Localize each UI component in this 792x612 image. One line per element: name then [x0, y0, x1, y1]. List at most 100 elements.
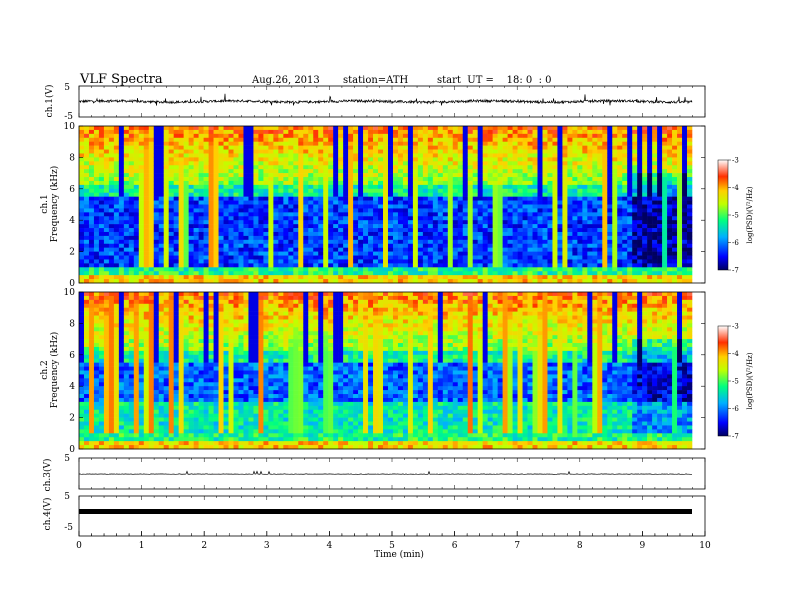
spectrogram-cell: [178, 228, 184, 233]
spectrogram-cell: [597, 255, 603, 260]
spectrogram-cell: [512, 169, 518, 174]
spectrogram-cell: [437, 173, 444, 178]
spectrogram-cell: [602, 279, 608, 284]
spectrogram-cell: [457, 188, 464, 194]
spectrogram-cell: [642, 196, 648, 201]
spectrogram-cell: [472, 173, 478, 178]
spectrogram-cell: [587, 231, 593, 237]
spectrogram-cell: [527, 267, 533, 272]
spectrogram-cell: [143, 161, 150, 166]
spectrogram-cell: [392, 196, 399, 201]
spectrogram-cell: [442, 204, 449, 209]
spectrogram-cell: [417, 177, 424, 182]
spectrogram-cell: [168, 228, 174, 233]
spectrogram-cell: [203, 263, 209, 268]
spectrogram-cell: [278, 243, 284, 248]
spectrogram-cell: [108, 243, 115, 248]
spectrogram-cell: [582, 177, 588, 182]
spectrogram-cell: [447, 145, 454, 150]
spectrogram-cell: [168, 231, 174, 237]
spectrogram-cell: [253, 126, 259, 131]
spectrogram-cell: [547, 196, 553, 201]
spectrogram-cell: [343, 180, 349, 186]
spectrogram-cell: [343, 133, 349, 139]
spectrogram-cell: [577, 267, 583, 272]
spectrogram-cell: [288, 255, 294, 260]
spectrogram-cell: [303, 133, 309, 139]
spectrogram-cell: [318, 251, 324, 256]
spectrogram-cell: [462, 212, 469, 217]
spectrogram-cell: [333, 255, 339, 260]
spectrogram-cell: [532, 275, 538, 280]
spectrogram-cell: [123, 243, 130, 248]
spectrogram-cell: [268, 231, 274, 237]
spectrogram-cell: [258, 243, 264, 248]
spectrogram-cell: [557, 228, 563, 233]
spectrogram-cell: [178, 267, 184, 272]
spectrogram-cell: [248, 141, 254, 146]
spectrogram-cell: [313, 200, 319, 205]
spectrogram-cell: [228, 279, 234, 284]
spectrogram-cell: [188, 263, 194, 268]
spectrogram-cell: [582, 243, 588, 248]
spectrogram-cell: [577, 196, 583, 201]
spectrogram-cell: [233, 200, 239, 205]
spectrogram-cell: [642, 231, 648, 237]
spectrogram-cell: [243, 173, 249, 178]
spectrogram-cell: [243, 196, 249, 201]
spectrogram-cell: [358, 239, 364, 245]
spectrogram-cell: [263, 216, 269, 221]
spectrogram-cell: [392, 177, 399, 182]
spectrogram-cell: [677, 153, 683, 158]
spectrogram-cell: [83, 173, 90, 178]
spectrogram-cell: [93, 180, 100, 186]
spectrogram-cell: [228, 267, 234, 272]
spectrogram-cell: [402, 200, 409, 205]
spectrogram-cell: [238, 184, 244, 190]
spectrogram-cell: [318, 243, 324, 248]
spectrogram-cell: [607, 141, 613, 146]
spectrogram-cell: [642, 228, 648, 233]
spectrogram-cell: [647, 177, 653, 182]
spectrogram-cell: [407, 173, 414, 178]
spectrogram-cell: [93, 188, 100, 194]
spectrogram-cell: [587, 247, 593, 252]
spectrogram-cell: [517, 157, 523, 162]
spectrogram-cell: [328, 255, 334, 260]
spectrogram-cell: [507, 196, 513, 201]
spectrogram-cell: [487, 231, 493, 237]
spectrogram-cell: [597, 204, 603, 209]
spectrogram-cell: [527, 235, 533, 241]
ch1-spectrogram-heatmap: [79, 126, 693, 284]
spectrogram-cell: [98, 141, 105, 146]
spectrogram-cell: [577, 212, 583, 217]
spectrogram-cell: [602, 196, 608, 201]
spectrogram-cell: [128, 251, 135, 256]
spectrogram-cell: [672, 184, 678, 190]
spectrogram-cell: [547, 239, 553, 245]
spectrogram-cell: [517, 255, 523, 260]
spectrogram-cell: [607, 231, 613, 237]
spectrogram-cell: [308, 161, 314, 166]
spectrogram-cell: [477, 220, 483, 225]
spectrogram-cell: [442, 220, 449, 225]
spectrogram-cell: [208, 239, 214, 245]
spectrogram-cell: [612, 239, 618, 245]
spectrogram-cell: [412, 204, 419, 209]
spectrogram-cell: [402, 126, 409, 131]
spectrogram-cell: [338, 267, 344, 272]
spectrogram-cell: [98, 279, 105, 284]
spectrogram-cell: [93, 220, 100, 225]
spectrogram-cell: [313, 247, 319, 252]
spectrogram-cell: [123, 169, 130, 174]
spectrogram-cell: [547, 180, 553, 186]
spectrogram-cell: [198, 161, 204, 166]
spectrogram-cell: [487, 180, 493, 186]
spectrogram-cell: [98, 188, 105, 194]
spectrogram-cell: [323, 231, 329, 237]
spectrogram-cell: [587, 192, 593, 197]
spectrogram-cell: [507, 157, 513, 162]
spectrogram-cell: [273, 228, 279, 233]
spectrogram-cell: [567, 141, 573, 146]
spectrogram-cell: [228, 184, 234, 190]
